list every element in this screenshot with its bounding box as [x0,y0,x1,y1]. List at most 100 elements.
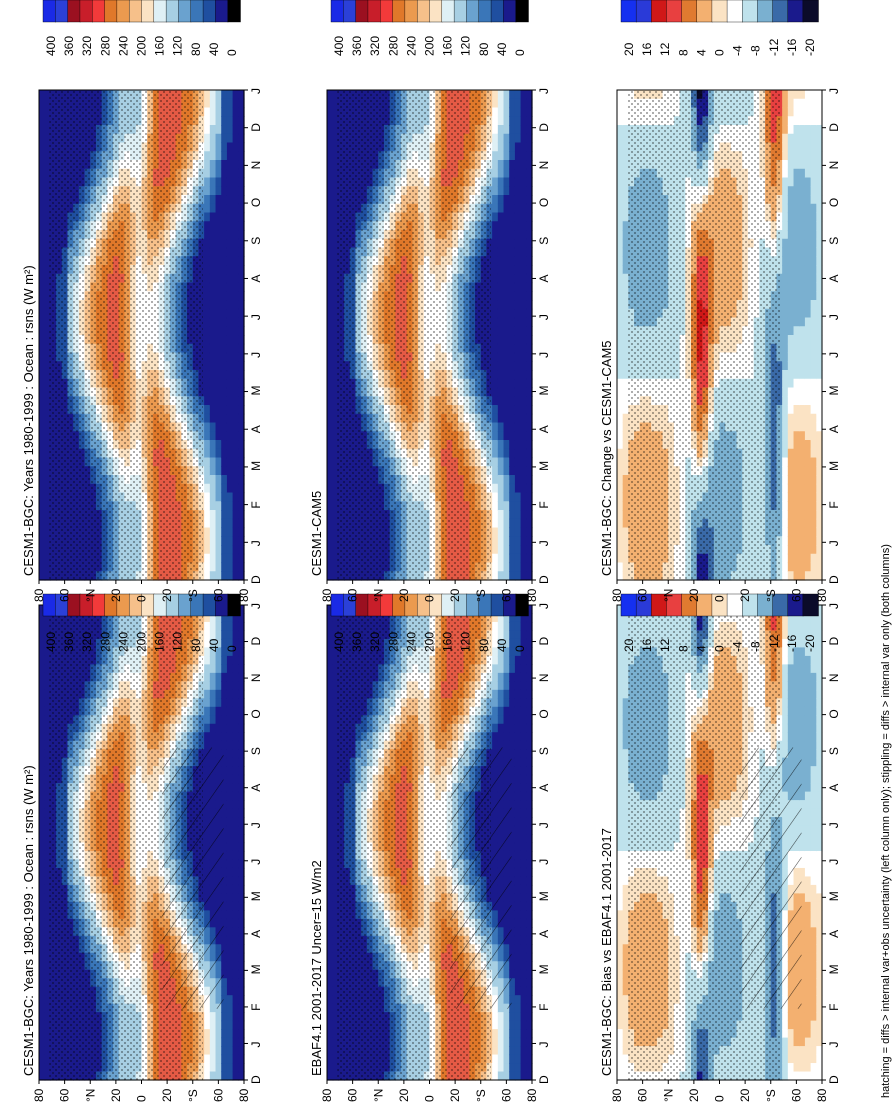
heat-cell [226,757,234,767]
heat-cell [204,326,211,336]
heat-cell [232,527,239,537]
colorbar-label: 320 [80,632,94,652]
heat-cell [226,186,234,196]
heat-cell [226,527,234,537]
heat-cell [221,396,228,406]
heat-cell [44,927,51,937]
heat-cell [332,944,339,954]
heat-cell [39,562,46,572]
heat-cell [215,107,222,117]
heat-cell [226,766,234,776]
heat-cell [232,378,239,389]
heat-cell [332,859,339,869]
heat-cell [39,378,46,389]
heat-cell [327,876,334,886]
heat-cell [204,1063,211,1073]
heat-cell [209,370,217,380]
heat-cell [39,133,46,144]
heat-cell [209,664,217,674]
heat-cell [238,969,245,979]
heat-cell [204,396,211,406]
heat-cell [238,1037,245,1047]
lat-tick-label: 20 [109,588,123,602]
heat-cell [232,273,239,284]
heat-cell [226,221,234,231]
heat-cell [238,834,245,844]
colorbar-label: 360 [62,36,76,56]
heat-cell [215,282,222,292]
heat-cell [215,715,222,725]
heat-cell [238,689,245,699]
heat-cell [327,749,334,759]
heat-cell [39,510,46,520]
heat-cell [204,238,211,249]
heat-cell [232,834,239,844]
heat-cell [238,664,245,674]
heat-cell [232,98,239,109]
heat-cell [226,944,234,954]
colorbar-label: 160 [153,632,167,652]
heat-cell [215,1029,222,1039]
heat-cell [238,571,245,581]
heat-cell [232,681,239,691]
heat-cell [39,918,46,928]
heat-cell [232,969,239,979]
heat-cell [221,160,228,170]
heat-cell [39,825,46,835]
heat-cell [209,672,217,682]
heat-cell [226,1054,234,1064]
heat-cell [221,774,228,784]
heat-cell [44,1071,51,1081]
heat-cell [44,300,51,310]
heat-cell [226,672,234,682]
heat-cell [221,621,228,632]
heat-cell [226,492,234,502]
heat-cell [221,501,228,511]
heat-cell [327,1029,334,1039]
heat-cell [209,1046,217,1056]
heat-cell [44,571,51,581]
heat-cell [209,186,217,196]
heat-cell [226,536,234,546]
heat-cell [215,378,222,389]
heat-cell [215,151,222,161]
heat-cell [232,808,239,818]
heat-cell [39,571,46,581]
heat-cell [327,995,334,1005]
heat-cell [327,664,334,674]
heat-cell [232,168,239,179]
heat-cell [39,536,46,546]
heat-cell [232,1046,239,1056]
heat-cell [204,448,211,459]
colorbar-swatch [190,0,204,23]
heat-cell [44,98,51,109]
heat-cell [209,308,217,319]
heat-cell [232,715,239,725]
heat-cell [215,1054,222,1064]
heat-cell [327,1054,334,1064]
heat-cell [327,605,334,615]
heat-cell [238,732,245,742]
heat-cell [204,562,211,572]
heat-cell [39,195,46,205]
heat-cell [44,817,51,827]
heat-cell [204,335,211,345]
heat-cell [221,927,228,937]
heat-cell [39,431,46,441]
heat-cell [327,621,334,632]
heat-cell [44,681,51,691]
heat-cell [44,740,51,750]
heat-cell [232,638,239,649]
heat-cell [44,203,51,214]
heat-cell [332,978,339,988]
lat-tick-label: 60 [211,1088,225,1102]
heat-cell [238,238,245,249]
heat-cell [44,116,51,126]
heat-cell [215,621,222,632]
heat-cell [215,422,222,432]
heat-cell [44,168,51,179]
heat-cell [215,1037,222,1047]
heat-cell [232,800,239,810]
heat-cell [332,834,339,844]
heat-cell [226,655,234,665]
